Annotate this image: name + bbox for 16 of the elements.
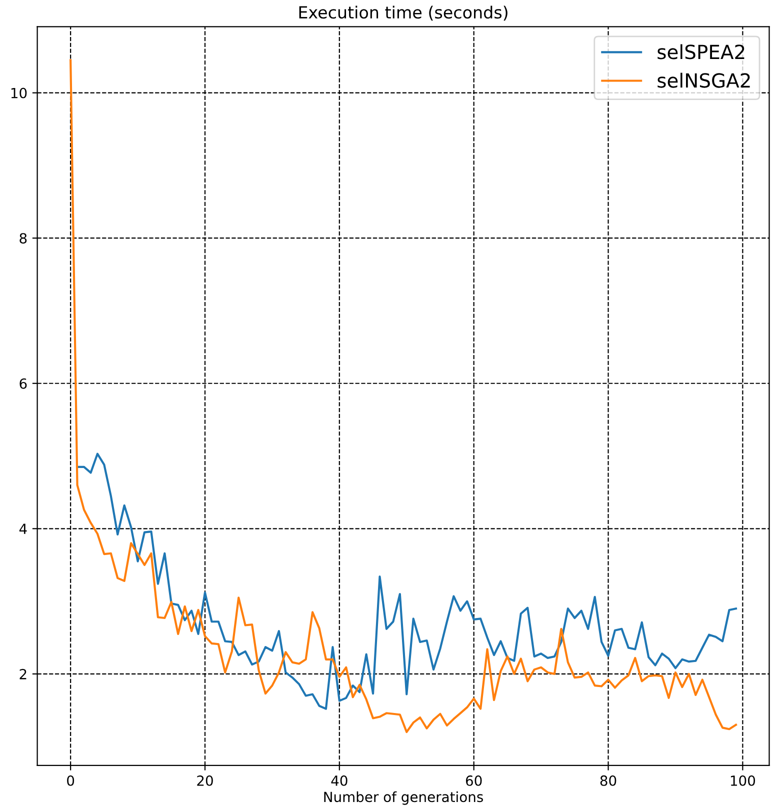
y-tick-label: 6 [20, 378, 27, 389]
y-tick-label: 8 [20, 233, 27, 244]
y-tick-label: 2 [20, 668, 26, 680]
x-tick-label: 60 [466, 775, 482, 786]
legend-label: selNSGA2 [658, 72, 750, 88]
x-tick-label: 20 [197, 775, 213, 786]
chart-title: Execution time (seconds) [299, 6, 508, 21]
x-tick-label: 80 [600, 775, 616, 786]
y-tick-label: 4 [19, 524, 27, 534]
legend-label: selSPEA2 [658, 44, 744, 60]
x-tick-label: 40 [331, 775, 348, 786]
line-series [76, 452, 738, 710]
y-tick-label: 10 [11, 88, 27, 98]
x-tick-label: 100 [730, 775, 756, 786]
x-axis-title: Number of generations [324, 791, 483, 805]
x-tick-label: 0 [67, 775, 74, 786]
